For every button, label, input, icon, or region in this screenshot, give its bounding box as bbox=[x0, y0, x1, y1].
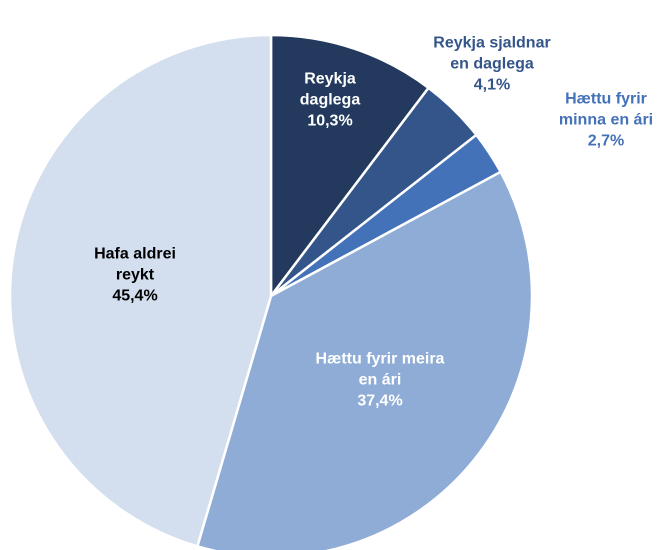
category-label: Reykja sjaldnar en daglega bbox=[433, 34, 551, 73]
slice-label: Hættu fyrir minna en ári 2,7% bbox=[551, 89, 661, 152]
value-label: 10,3% bbox=[307, 112, 353, 130]
value-label: 45,4% bbox=[112, 287, 158, 305]
category-label: Hættu fyrir meira en ári bbox=[315, 350, 445, 389]
slice-label: Reykja daglega 10,3% bbox=[275, 69, 385, 132]
pie-slice bbox=[269, 33, 431, 300]
category-label: Hafa aldrei reykt bbox=[94, 245, 176, 284]
category-label: Hættu fyrir minna en ári bbox=[558, 90, 654, 129]
slice-label: Reykja sjaldnar en daglega 4,1% bbox=[427, 33, 557, 96]
pie-slice bbox=[195, 170, 534, 550]
category-label: Reykja daglega bbox=[299, 70, 361, 109]
value-label: 4,1% bbox=[473, 76, 511, 94]
slice-label: Hafa aldrei reykt 45,4% bbox=[75, 244, 195, 307]
slice-label: Hættu fyrir meira en ári 37,4% bbox=[310, 349, 450, 412]
value-label: 2,7% bbox=[587, 132, 625, 150]
pie-slice bbox=[8, 33, 273, 548]
value-label: 37,4% bbox=[357, 392, 403, 410]
